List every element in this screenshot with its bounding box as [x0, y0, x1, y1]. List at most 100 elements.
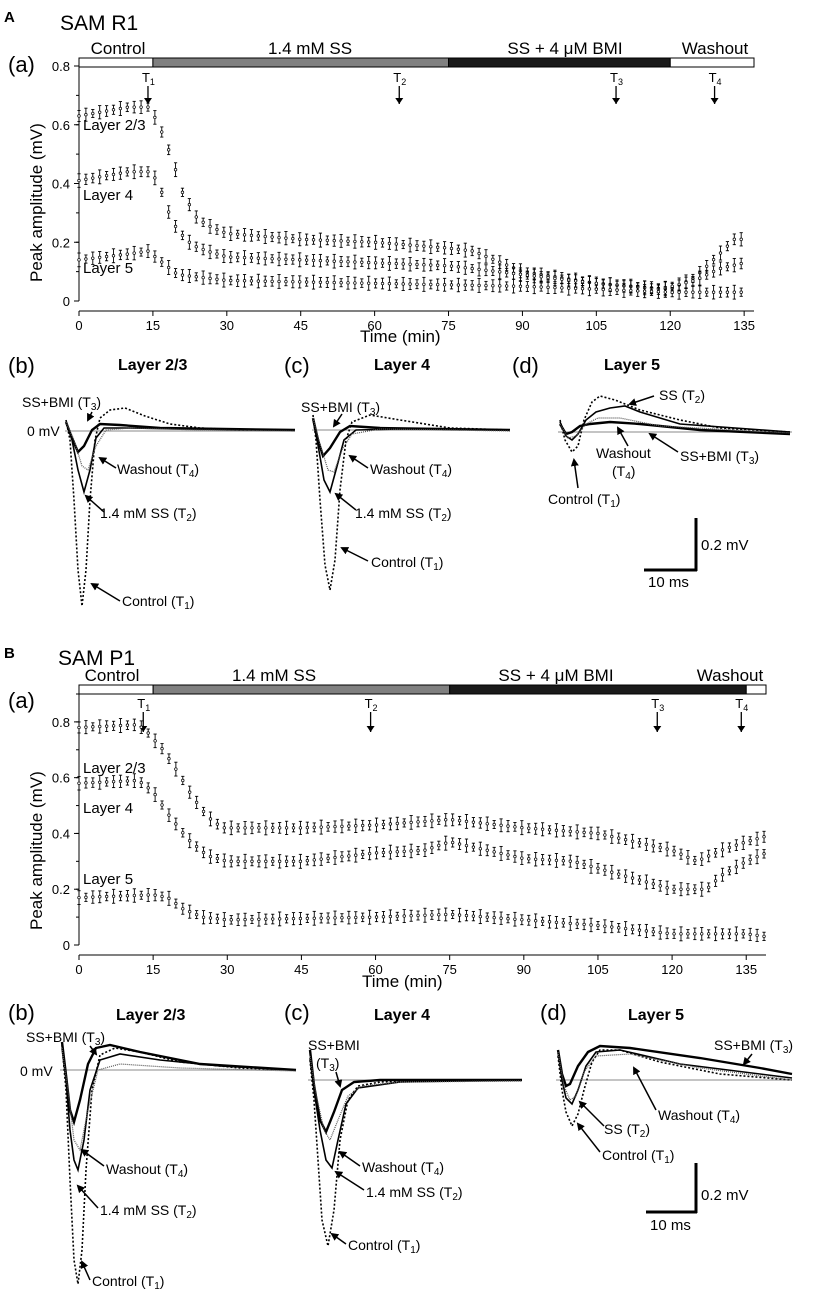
label-control: Control (T1): [122, 593, 194, 612]
label-washout: Washout (T4): [106, 1161, 188, 1180]
data-point: [360, 281, 364, 285]
data-point: [513, 825, 517, 829]
panel-b-condition-bar: Control 1.4 mM SS SS + 4 μM BMI Washout: [78, 666, 767, 695]
data-point: [236, 826, 240, 830]
data-point: [539, 285, 543, 289]
data-point: [284, 279, 288, 284]
trace-a-d: SS (T2) Washout (T4) SS+BMI (T3) Control…: [548, 387, 792, 510]
data-point: [630, 927, 635, 932]
data-point: [471, 845, 476, 849]
trace-ssbmi: [311, 417, 511, 459]
series-layer-4: [77, 164, 743, 296]
label-control: Control (T1): [348, 1237, 420, 1256]
x-tick-label: 75: [441, 318, 455, 333]
data-point: [160, 260, 164, 264]
data-point: [691, 279, 695, 283]
data-point: [672, 887, 676, 891]
arrow: [628, 395, 655, 406]
data-point: [139, 725, 143, 729]
data-point: [180, 233, 185, 238]
data-point: [429, 245, 433, 249]
data-point: [457, 842, 462, 846]
label-washout-t4: (T4): [612, 463, 635, 482]
arrow: [334, 1170, 365, 1191]
data-point: [187, 240, 192, 244]
data-point: [374, 851, 379, 855]
data-point: [333, 916, 337, 920]
data-point: [256, 279, 260, 283]
label-washout: Washout (T4): [370, 461, 452, 480]
data-point: [561, 921, 566, 925]
data-point: [610, 834, 614, 839]
data-point: [672, 849, 676, 853]
data-point: [725, 290, 730, 294]
data-point: [513, 854, 517, 859]
trace-b-c: SS+BMI (T3) Washout (T4) 1.4 mM SS (T2) …: [308, 1037, 523, 1256]
data-point: [360, 260, 364, 264]
data-point: [470, 266, 474, 271]
data-point: [463, 248, 467, 252]
data-point: [589, 923, 593, 927]
data-point: [84, 257, 88, 261]
data-point: [580, 287, 585, 291]
data-point: [326, 825, 330, 829]
data-point: [201, 809, 206, 814]
panel-a-d-letter: (d): [512, 353, 539, 378]
condition-label: 1.4 mM SS: [268, 39, 352, 58]
data-point: [174, 767, 178, 771]
data-point: [478, 914, 482, 919]
data-point: [478, 847, 482, 851]
data-point: [291, 826, 296, 830]
data-point: [194, 275, 198, 279]
data-point: [450, 818, 455, 822]
timepoint-sub: 2: [401, 77, 406, 87]
data-point: [118, 106, 123, 111]
label-ssbmi: SS+BMI (T3): [22, 394, 101, 413]
data-point: [361, 852, 365, 857]
data-point: [408, 262, 412, 266]
data-point: [326, 856, 330, 860]
label-ssbmi: SS+BMI (T3): [26, 1029, 105, 1048]
data-point: [651, 930, 655, 934]
data-point: [160, 894, 164, 899]
data-point: [636, 289, 640, 293]
data-point: [739, 290, 743, 294]
data-point: [271, 917, 275, 921]
data-point: [658, 845, 662, 850]
data-point: [727, 932, 732, 936]
data-point: [546, 285, 550, 289]
data-point: [437, 913, 441, 917]
panel-a-ylabel: Peak amplitude (mV): [27, 123, 46, 282]
data-point: [415, 282, 419, 286]
data-point: [367, 281, 371, 285]
data-point: [167, 757, 171, 761]
arrow: [76, 1184, 99, 1209]
data-point: [174, 822, 178, 826]
data-point: [388, 914, 393, 919]
data-point: [284, 917, 289, 921]
series-layer-2-3: [77, 718, 766, 866]
data-point: [637, 841, 642, 845]
data-point: [208, 276, 212, 281]
trace-control: [559, 395, 791, 454]
data-point: [188, 790, 192, 794]
data-point: [684, 281, 688, 285]
data-point: [125, 894, 130, 898]
data-point: [670, 290, 674, 294]
data-point: [492, 822, 496, 827]
trace-control: [61, 1044, 297, 1285]
data-point: [630, 876, 635, 880]
data-point: [527, 918, 531, 922]
label-washout: Washout (T4): [362, 1159, 444, 1178]
arrow: [348, 454, 369, 469]
data-point: [354, 824, 358, 828]
data-point: [215, 917, 220, 921]
y-tick-label: 0.8: [52, 59, 70, 74]
timepoint-arrowhead: [737, 726, 746, 732]
data-point: [601, 287, 605, 292]
x-tick-label: 105: [587, 962, 609, 977]
data-point: [725, 265, 730, 269]
data-point: [499, 823, 503, 827]
label-control: Control (T1): [548, 491, 620, 510]
data-point: [326, 916, 330, 920]
